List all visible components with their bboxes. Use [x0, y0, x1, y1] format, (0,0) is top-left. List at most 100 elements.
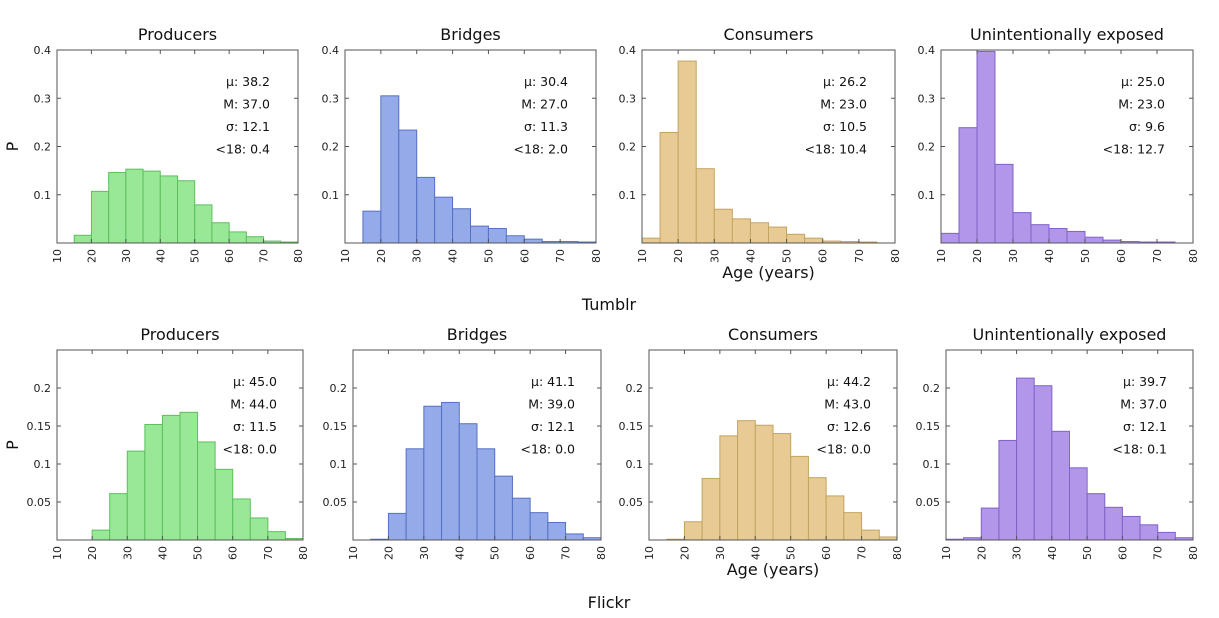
stat-annotation: μ: 44.2 — [827, 374, 871, 389]
stat-annotation: μ: 45.0 — [233, 374, 277, 389]
x-axis-label: Age (years) — [727, 560, 820, 579]
x-tick-label: 60 — [820, 546, 833, 560]
x-tick-label: 30 — [418, 546, 431, 560]
x-tick-label: 50 — [781, 249, 794, 263]
x-tick-label: 60 — [1116, 546, 1129, 560]
histogram-bar — [161, 414, 181, 541]
histogram-bar — [790, 455, 809, 541]
stat-annotation: <18: 0.0 — [817, 442, 871, 457]
y-tick-label: 0.1 — [923, 458, 941, 471]
histogram-bar — [362, 210, 382, 244]
stat-annotation: <18: 0.0 — [521, 442, 575, 457]
x-tick-label: 30 — [121, 546, 134, 560]
histogram-bar — [843, 512, 863, 541]
y-tick-label: 0.05 — [619, 496, 644, 509]
stat-annotation: μ: 39.7 — [1123, 374, 1167, 389]
histogram-bar — [125, 168, 144, 244]
histogram-bar — [211, 222, 230, 244]
histogram-bar — [267, 531, 286, 541]
histogram-bar — [441, 401, 460, 541]
x-tick-label: 80 — [1187, 249, 1200, 263]
y-tick-label: 0.15 — [916, 420, 941, 433]
histogram-bar — [998, 439, 1018, 541]
histogram-bar — [73, 234, 92, 244]
histogram-bar — [470, 225, 489, 244]
x-tick-label: 20 — [85, 249, 98, 263]
y-tick-label: 0.2 — [918, 141, 936, 154]
stat-annotation: M: 37.0 — [1120, 397, 1167, 412]
histogram-bar — [565, 533, 584, 541]
histogram-bar — [142, 170, 161, 244]
histogram-bar — [804, 237, 824, 244]
x-tick-label: 50 — [189, 249, 202, 263]
y-tick-label: 0.4 — [322, 44, 340, 57]
subplot-title: Producers — [140, 325, 219, 344]
stat-annotation: σ: 11.3 — [524, 119, 568, 134]
x-tick-label: 70 — [853, 249, 866, 263]
plot-frame — [945, 349, 1194, 541]
y-tick-label: 0.1 — [330, 458, 348, 471]
x-axis-label: Age (years) — [722, 263, 815, 282]
histogram-bar — [713, 208, 733, 244]
subplot-title: Unintentionally exposed — [970, 25, 1164, 44]
x-tick-label: 40 — [744, 249, 757, 263]
histogram-bar — [1051, 430, 1071, 541]
x-tick-label: 30 — [708, 249, 721, 263]
x-tick-label: 40 — [1046, 546, 1059, 560]
histogram-bar — [731, 218, 751, 244]
histogram-bar — [423, 405, 443, 541]
histogram-bar — [194, 204, 213, 244]
histogram-bar — [91, 529, 111, 541]
x-tick-label: 60 — [524, 546, 537, 560]
y-tick-label: 0.3 — [619, 92, 637, 105]
histogram-bar — [405, 448, 425, 541]
y-tick-label: 0.15 — [323, 420, 348, 433]
x-tick-label: 70 — [258, 249, 271, 263]
histogram-bar — [677, 60, 697, 244]
y-tick-label: 0.2 — [923, 382, 941, 395]
x-tick-label: 40 — [154, 249, 167, 263]
histogram-bar — [994, 163, 1014, 244]
x-tick-label: 10 — [339, 249, 352, 263]
x-tick-label: 10 — [940, 546, 953, 560]
stat-annotation: <18: 2.0 — [514, 142, 568, 157]
histogram-bar — [529, 512, 549, 541]
y-tick-label: 0.05 — [323, 496, 348, 509]
stat-annotation: <18: 12.7 — [1103, 142, 1165, 157]
histogram-bar — [958, 127, 978, 244]
histogram-bar — [487, 228, 507, 244]
stat-annotation: <18: 0.0 — [223, 442, 277, 457]
stat-annotation: σ: 12.6 — [827, 419, 871, 434]
stat-annotation: M: 43.0 — [824, 397, 871, 412]
y-tick-label: 0.2 — [626, 382, 644, 395]
y-tick-label: 0.4 — [619, 44, 637, 57]
stat-annotation: M: 37.0 — [223, 97, 270, 112]
y-tick-label: 0.1 — [619, 189, 637, 202]
x-tick-label: 20 — [382, 546, 395, 560]
subplot-title: Consumers — [728, 325, 818, 344]
subplot-title: Unintentionally exposed — [973, 325, 1167, 344]
stat-annotation: σ: 12.1 — [226, 119, 270, 134]
x-tick-label: 30 — [1007, 249, 1020, 263]
histogram-bar — [683, 521, 703, 541]
histogram-bar — [179, 411, 199, 541]
stat-annotation: σ: 9.6 — [1129, 119, 1165, 134]
y-tick-label: 0.05 — [27, 496, 52, 509]
y-tick-label: 0.2 — [330, 382, 348, 395]
y-tick-label: 0.1 — [322, 189, 340, 202]
histogram-bar — [1012, 212, 1032, 244]
histogram-bar — [641, 237, 661, 244]
histogram-bar — [768, 226, 788, 244]
histogram-bar — [494, 475, 513, 541]
x-tick-label: 30 — [120, 249, 133, 263]
histogram-bar — [695, 168, 715, 244]
x-tick-label: 20 — [678, 546, 691, 560]
x-tick-label: 70 — [1152, 546, 1165, 560]
x-tick-label: 10 — [51, 249, 64, 263]
y-tick-label: 0.3 — [918, 92, 936, 105]
histogram-bar — [737, 420, 756, 541]
x-tick-label: 70 — [560, 546, 573, 560]
x-tick-label: 40 — [1043, 249, 1056, 263]
histogram-bar — [1084, 236, 1104, 244]
histogram-bar — [458, 423, 478, 541]
